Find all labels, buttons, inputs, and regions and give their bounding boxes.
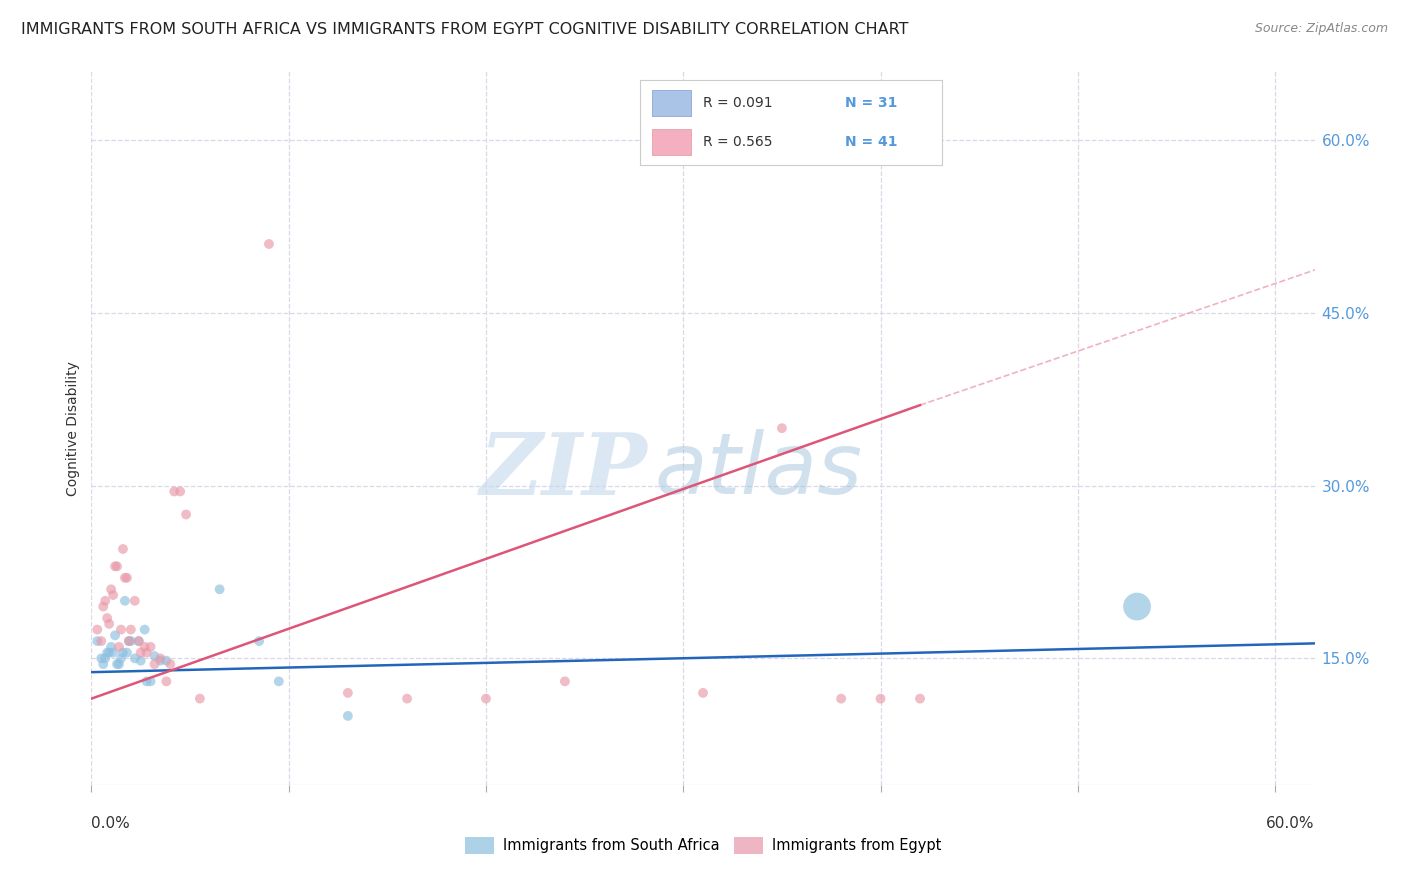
Point [108, 657, 131, 672]
Point [100, 582, 122, 597]
Point [110, 651, 132, 665]
Point [114, 571, 136, 585]
Point [174, 508, 197, 522]
Point [105, 657, 128, 672]
Point [111, 646, 134, 660]
Point [336, 686, 359, 700]
Point [163, 484, 186, 499]
Point [908, 691, 931, 706]
Point [139, 640, 162, 654]
Point [110, 623, 132, 637]
Point [128, 634, 150, 648]
Legend: Immigrants from South Africa, Immigrants from Egypt: Immigrants from South Africa, Immigrants… [458, 831, 948, 860]
Point [135, 646, 157, 660]
Point [257, 237, 280, 252]
Point [830, 691, 852, 706]
Text: 0.0%: 0.0% [91, 816, 131, 831]
Point [100, 640, 122, 654]
Point [554, 674, 576, 689]
Point [96, 646, 118, 660]
Point [869, 691, 891, 706]
Point [159, 657, 181, 672]
Point [267, 674, 290, 689]
Point [396, 691, 419, 706]
Point [129, 654, 152, 668]
Point [114, 594, 136, 608]
Text: ZIP: ZIP [479, 429, 648, 513]
Point [692, 686, 714, 700]
FancyBboxPatch shape [652, 90, 692, 116]
Point [98, 616, 121, 631]
Point [120, 623, 142, 637]
Point [86, 634, 108, 648]
Point [124, 651, 146, 665]
Point [98, 646, 121, 660]
Point [91, 657, 114, 672]
Point [104, 628, 127, 642]
Text: R = 0.091: R = 0.091 [703, 96, 773, 110]
Point [94, 651, 117, 665]
Point [143, 648, 166, 663]
Point [101, 646, 124, 660]
Text: Source: ZipAtlas.com: Source: ZipAtlas.com [1254, 22, 1388, 36]
Point [105, 559, 128, 574]
Text: N = 31: N = 31 [845, 96, 897, 110]
Point [91, 599, 114, 614]
Point [169, 484, 191, 499]
Point [129, 646, 152, 660]
Text: N = 41: N = 41 [845, 136, 898, 149]
Point [149, 654, 172, 668]
Y-axis label: Cognitive Disability: Cognitive Disability [66, 360, 80, 496]
Point [155, 654, 177, 668]
Point [208, 582, 231, 597]
Point [188, 691, 211, 706]
Point [111, 541, 134, 556]
Point [336, 709, 359, 723]
Point [118, 634, 141, 648]
Point [143, 657, 166, 672]
Point [118, 634, 141, 648]
Text: 60.0%: 60.0% [1267, 816, 1315, 831]
Point [90, 651, 112, 665]
Point [96, 611, 118, 625]
Point [94, 594, 117, 608]
Point [135, 674, 157, 689]
Point [1126, 599, 1149, 614]
Point [134, 623, 156, 637]
Point [124, 594, 146, 608]
Point [155, 674, 177, 689]
Text: IMMIGRANTS FROM SOUTH AFRICA VS IMMIGRANTS FROM EGYPT COGNITIVE DISABILITY CORRE: IMMIGRANTS FROM SOUTH AFRICA VS IMMIGRAN… [21, 22, 908, 37]
Point [108, 640, 131, 654]
Point [134, 640, 156, 654]
Point [128, 634, 150, 648]
Point [770, 421, 793, 435]
Point [86, 623, 108, 637]
Point [115, 646, 138, 660]
Point [104, 559, 127, 574]
Point [101, 588, 124, 602]
Point [115, 571, 138, 585]
Text: R = 0.565: R = 0.565 [703, 136, 773, 149]
FancyBboxPatch shape [652, 129, 692, 155]
Point [90, 634, 112, 648]
Point [247, 634, 270, 648]
Point [139, 674, 162, 689]
Point [475, 691, 498, 706]
Point [120, 634, 142, 648]
Text: atlas: atlas [654, 429, 862, 513]
Point [149, 651, 172, 665]
